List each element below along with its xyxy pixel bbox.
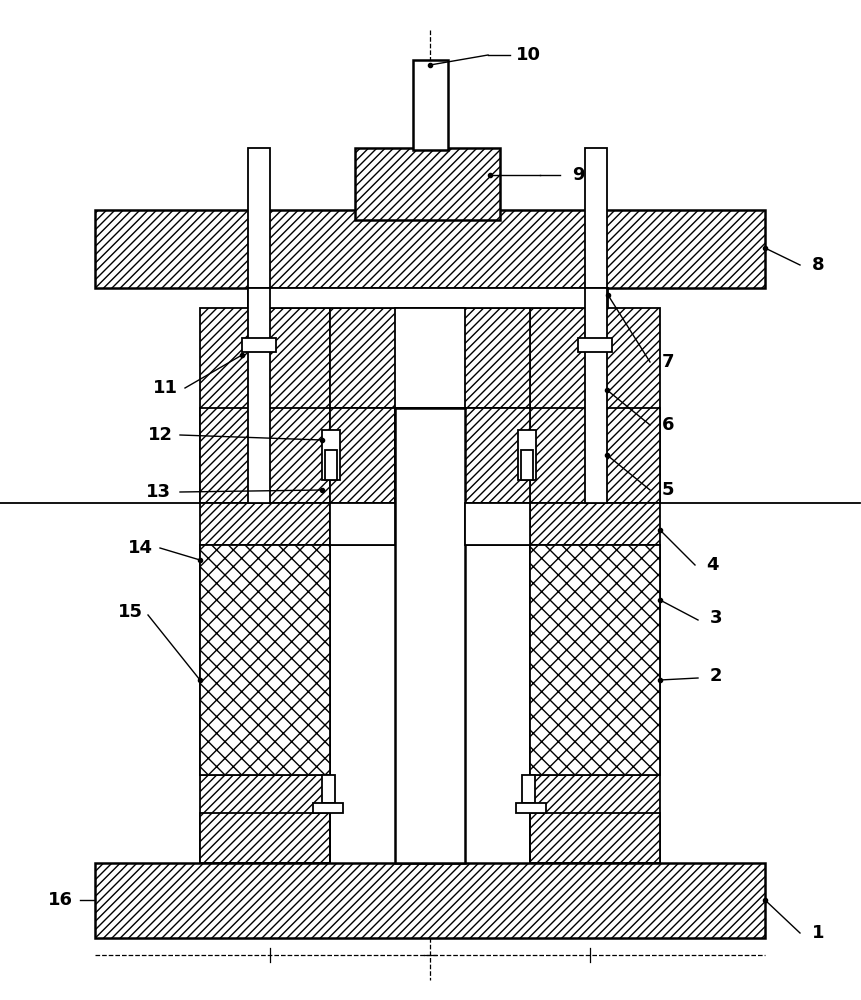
Text: 9: 9 bbox=[572, 166, 585, 184]
Bar bbox=[413, 60, 448, 150]
Bar bbox=[313, 803, 343, 813]
Text: 14: 14 bbox=[127, 539, 152, 557]
Text: 4: 4 bbox=[706, 556, 718, 574]
Bar bbox=[578, 338, 612, 352]
Bar bbox=[521, 450, 533, 480]
Bar bbox=[248, 148, 270, 293]
Text: 1: 1 bbox=[812, 924, 824, 942]
Bar bbox=[200, 503, 330, 863]
Bar bbox=[430, 308, 530, 408]
Bar bbox=[530, 545, 660, 775]
Bar bbox=[530, 813, 660, 863]
Bar bbox=[530, 503, 660, 863]
Bar bbox=[330, 308, 430, 408]
Text: 13: 13 bbox=[146, 483, 170, 501]
Bar bbox=[395, 408, 465, 503]
Bar bbox=[522, 775, 535, 803]
Text: 8: 8 bbox=[812, 256, 824, 274]
Bar bbox=[585, 288, 607, 503]
Text: 12: 12 bbox=[147, 426, 172, 444]
Bar bbox=[242, 338, 276, 352]
Text: 6: 6 bbox=[662, 416, 674, 434]
Bar bbox=[465, 408, 530, 503]
Text: 2: 2 bbox=[709, 667, 722, 685]
Bar bbox=[248, 288, 608, 308]
Bar bbox=[330, 408, 395, 503]
Text: 7: 7 bbox=[662, 353, 674, 371]
Text: 11: 11 bbox=[152, 379, 177, 397]
Bar bbox=[516, 803, 546, 813]
Bar bbox=[322, 430, 340, 480]
Bar bbox=[355, 148, 500, 220]
Bar bbox=[465, 503, 530, 545]
Bar bbox=[530, 308, 660, 503]
Bar bbox=[325, 450, 337, 480]
Bar bbox=[200, 545, 330, 775]
Bar bbox=[585, 148, 607, 293]
Bar bbox=[248, 288, 270, 503]
Text: 3: 3 bbox=[709, 609, 722, 627]
Text: 16: 16 bbox=[47, 891, 72, 909]
Bar bbox=[330, 503, 395, 545]
Bar bbox=[95, 863, 765, 938]
Text: 5: 5 bbox=[662, 481, 674, 499]
Bar bbox=[200, 408, 330, 503]
Bar bbox=[395, 408, 465, 863]
Bar bbox=[95, 210, 765, 288]
Bar bbox=[395, 308, 465, 408]
Bar bbox=[518, 430, 536, 480]
Bar bbox=[200, 308, 330, 503]
Bar bbox=[530, 408, 660, 503]
Bar bbox=[322, 775, 335, 803]
Bar bbox=[200, 813, 330, 863]
Text: 10: 10 bbox=[516, 46, 541, 64]
Text: 15: 15 bbox=[117, 603, 143, 621]
